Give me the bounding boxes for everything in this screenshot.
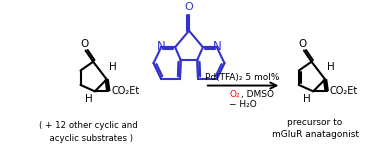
Text: O: O (299, 39, 307, 49)
Text: N: N (212, 40, 221, 53)
Text: N: N (157, 40, 166, 53)
Text: H: H (108, 62, 116, 72)
Text: − H₂O: − H₂O (229, 100, 257, 109)
Text: H: H (85, 94, 93, 104)
Text: CO₂Et: CO₂Et (330, 86, 358, 96)
Text: O: O (81, 39, 89, 49)
Text: ( + 12 other cyclic and
  acyclic substrates ): ( + 12 other cyclic and acyclic substrat… (39, 121, 138, 143)
Text: H: H (304, 94, 311, 104)
Text: CO₂Et: CO₂Et (112, 86, 139, 96)
Text: Pd(TFA)₂ 5 mol%: Pd(TFA)₂ 5 mol% (205, 73, 280, 82)
Text: O₂: O₂ (229, 90, 240, 99)
Text: O: O (184, 2, 194, 12)
Text: , DMSO: , DMSO (241, 90, 274, 99)
Text: H: H (327, 62, 335, 72)
Text: precursor to
mGluR anatagonist: precursor to mGluR anatagonist (271, 118, 359, 139)
